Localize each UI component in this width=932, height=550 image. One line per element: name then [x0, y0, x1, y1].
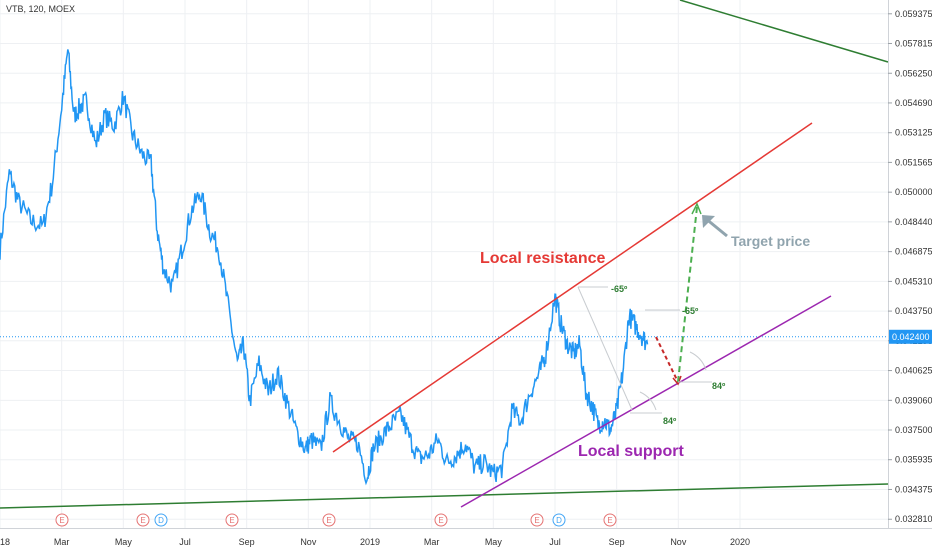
support-label: Local support	[578, 443, 684, 460]
price-tick-label: 0.046875	[895, 247, 932, 257]
event-marker-label: D	[556, 516, 562, 525]
time-tick-label: Mar	[54, 537, 70, 547]
angle-label: 84º	[712, 381, 726, 391]
price-line	[0, 49, 649, 486]
symbol-label: VTB, 120, MOEX	[6, 4, 75, 14]
event-marker-circle[interactable]	[322, 513, 336, 527]
price-tick-label: 0.048440	[895, 217, 932, 227]
grid	[0, 0, 888, 528]
event-marker-circle[interactable]	[552, 513, 566, 527]
event-marker-circle[interactable]	[225, 513, 239, 527]
event-marker-label: E	[140, 516, 145, 525]
angle-arc	[689, 351, 707, 371]
price-tick-label: 0.040625	[895, 366, 932, 376]
price-tick-label: 0.056250	[895, 68, 932, 78]
event-marker-circle[interactable]	[434, 513, 448, 527]
price-tick-label: 0.037500	[895, 425, 932, 435]
event-marker-label: E	[534, 516, 539, 525]
current-price-label: 0.042400	[892, 332, 930, 342]
time-tick-label: 2019	[360, 537, 380, 547]
event-marker-circle[interactable]	[136, 513, 150, 527]
time-tick-label: Sep	[239, 537, 255, 547]
trend-lines	[0, 0, 889, 509]
time-tick-label: Sep	[609, 537, 625, 547]
time-tick-label: Jul	[549, 537, 561, 547]
price-tick-label: 0.039060	[895, 395, 932, 405]
angle-guide-line	[577, 286, 633, 411]
plot-area	[0, 0, 888, 528]
price-tick-label: 0.032810	[895, 514, 932, 524]
price-tick-label: 0.034375	[895, 484, 932, 494]
event-marker-label: E	[438, 516, 443, 525]
price-tick-label: 0.043750	[895, 306, 932, 316]
price-axis[interactable]: 0.059375 0.057815 0.056250 0.054690 0.053125…	[888, 0, 932, 550]
time-tick-label: 2020	[730, 537, 750, 547]
event-marker-circle[interactable]	[154, 513, 168, 527]
event-marker-label: E	[59, 516, 64, 525]
price-tick-label: 0.050000	[895, 187, 932, 197]
price-tick-label: 0.059375	[895, 9, 932, 19]
projection-down-line	[655, 336, 679, 383]
time-tick-label: Nov	[670, 537, 687, 547]
price-tick-label: 0.054690	[895, 98, 932, 108]
event-marker-label: E	[607, 516, 612, 525]
target-price-label: Target price	[731, 233, 810, 249]
price-tick-label: 0.035935	[895, 455, 932, 465]
projection-up-arrowhead	[691, 202, 702, 215]
price-tick-label: 0.051565	[895, 157, 932, 167]
event-marker-circle[interactable]	[530, 513, 544, 527]
time-tick-label: Mar	[424, 537, 440, 547]
drawing-overlays	[577, 202, 728, 414]
local-support-line	[460, 295, 832, 508]
local-resistance-line	[332, 122, 813, 453]
current-price-badge	[889, 329, 932, 344]
price-tick-label: 0.045310	[895, 276, 932, 286]
angle-label: -65º	[611, 284, 628, 294]
time-axis[interactable]: 2018 Mar May Jul Sep Nov 2019 Mar May Jul Sep Nov 20…	[0, 528, 932, 548]
event-marker-label: D	[158, 516, 164, 525]
time-tick-label: 2018	[0, 537, 10, 547]
event-marker-circle[interactable]	[55, 513, 69, 527]
price-tick-label: 0.057815	[895, 38, 932, 48]
price-axis-panel	[888, 0, 932, 550]
long-term-resistance-line	[679, 0, 889, 63]
angle-arc	[639, 391, 657, 411]
time-tick-label: May	[115, 537, 133, 547]
target-arrow-head	[702, 215, 715, 228]
price-tick-label: 0.053125	[895, 128, 932, 138]
angle-label: 84º	[663, 416, 677, 426]
event-marker-label: E	[229, 516, 234, 525]
resistance-label: Local resistance	[480, 250, 606, 267]
event-marker-circle[interactable]	[603, 513, 617, 527]
time-tick-label: May	[485, 537, 503, 547]
event-marker-label: E	[326, 516, 331, 525]
long-term-support-line	[0, 483, 889, 509]
angle-label: -65º	[682, 306, 699, 316]
channel-lines	[332, 122, 832, 508]
projection-down-arrowhead	[672, 375, 682, 386]
time-tick-label: Nov	[300, 537, 317, 547]
time-tick-label: Jul	[179, 537, 191, 547]
